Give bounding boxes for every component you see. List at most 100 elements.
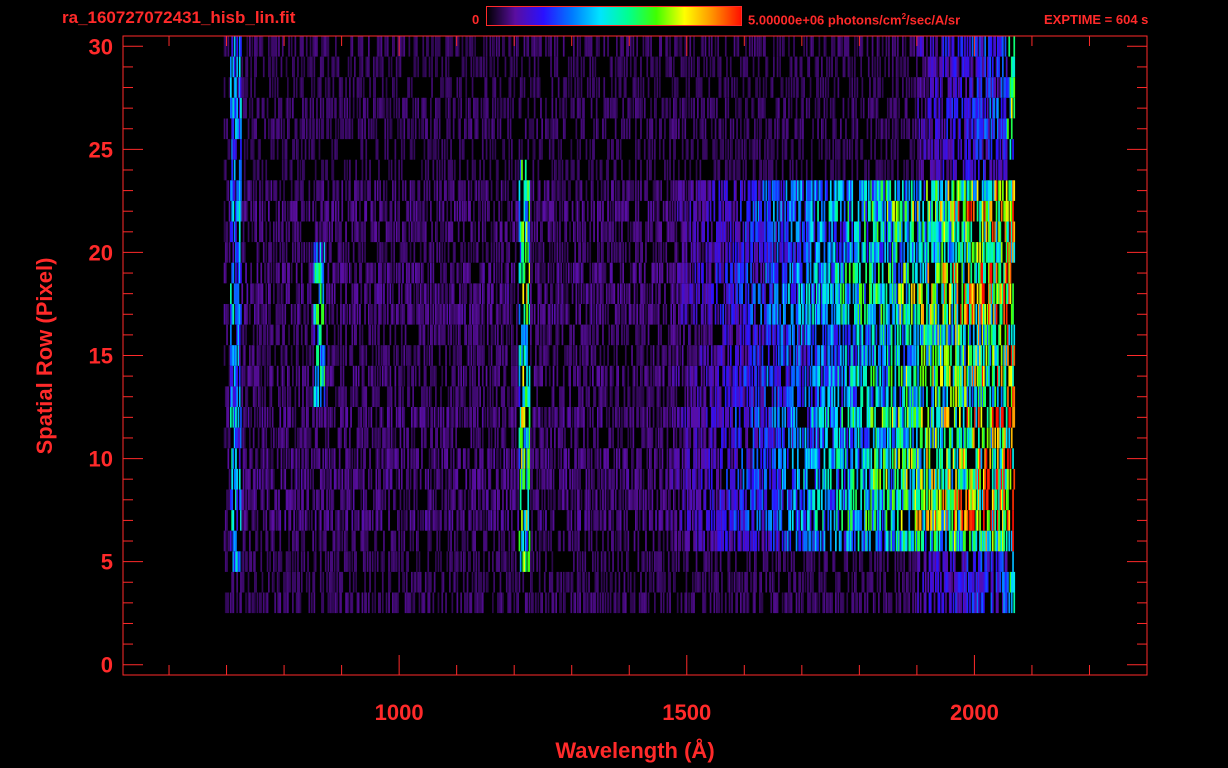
heatmap-cell (976, 468, 979, 490)
heatmap-cell (1005, 427, 1008, 449)
heatmap-cell (676, 468, 679, 490)
heatmap-cell (268, 489, 270, 511)
heatmap-cell (659, 427, 661, 449)
heatmap-cell (935, 365, 937, 387)
heatmap-cell (671, 551, 674, 572)
heatmap-cell (888, 592, 890, 614)
heatmap-cell (384, 345, 387, 366)
heatmap-cell (959, 365, 961, 387)
heatmap-cell (675, 551, 678, 572)
heatmap-cell (755, 551, 757, 572)
heatmap-cell (237, 345, 240, 366)
heatmap-cell (933, 324, 936, 346)
heatmap-cell (854, 365, 856, 387)
heatmap-cell (455, 468, 457, 490)
heatmap-cell (848, 510, 851, 531)
heatmap-cell (997, 407, 999, 428)
heatmap-cell (933, 592, 936, 614)
heatmap-cell (941, 407, 943, 428)
heatmap-cell (648, 407, 651, 428)
heatmap-cell (628, 304, 631, 325)
heatmap-cell (440, 386, 442, 407)
heatmap-cell (988, 530, 990, 552)
heatmap-cell (390, 407, 393, 428)
heatmap-cell (511, 468, 513, 490)
heatmap-cell (294, 427, 297, 449)
heatmap-cell (551, 592, 554, 614)
heatmap-cell (754, 468, 756, 490)
heatmap-cell (629, 304, 632, 325)
heatmap-cell (883, 324, 885, 346)
heatmap-cell (424, 304, 427, 325)
heatmap-cell (972, 489, 975, 511)
heatmap-cell (567, 448, 570, 469)
heatmap-cell (459, 489, 461, 511)
heatmap-cell (538, 427, 541, 449)
heatmap-cell (894, 386, 897, 407)
heatmap-cell (851, 468, 854, 490)
heatmap-cell (769, 427, 771, 449)
heatmap-cell (449, 468, 451, 490)
heatmap-cell (778, 551, 780, 572)
heatmap-cell (807, 551, 809, 572)
heatmap-cell (497, 448, 499, 469)
heatmap-cell (919, 324, 922, 346)
heatmap-cell (670, 468, 673, 490)
heatmap-cell (726, 530, 728, 552)
heatmap-cell (579, 551, 581, 572)
heatmap-cell (395, 304, 398, 325)
heatmap-cell (831, 448, 833, 469)
heatmap-cell (275, 324, 278, 346)
heatmap-cell (289, 510, 292, 531)
heatmap-cell (378, 427, 380, 449)
heatmap-cell (773, 530, 775, 552)
heatmap-cell (456, 510, 459, 531)
heatmap-cell (330, 510, 332, 531)
heatmap-cell (368, 304, 370, 325)
heatmap-cell (416, 407, 418, 428)
heatmap-cell (381, 365, 384, 387)
heatmap-cell (266, 345, 269, 366)
heatmap-cell (1000, 365, 1003, 387)
heatmap-cell (390, 448, 393, 469)
heatmap-cell (564, 468, 566, 490)
heatmap-cell (926, 510, 928, 531)
heatmap-cell (874, 489, 876, 511)
heatmap-cell (608, 551, 611, 572)
heatmap-cell (586, 407, 589, 428)
heatmap-cell (688, 448, 690, 469)
heatmap-cell (671, 530, 674, 552)
heatmap-cell (964, 324, 966, 346)
heatmap-cell (411, 304, 413, 325)
heatmap-cell (284, 571, 287, 593)
heatmap-cell (556, 345, 559, 366)
heatmap-cell (833, 551, 836, 572)
heatmap-cell (952, 448, 955, 469)
heatmap-cell (775, 592, 778, 614)
heatmap-cell (498, 365, 500, 387)
heatmap-cell (693, 489, 695, 511)
heatmap-cell (508, 571, 511, 593)
heatmap-cell (700, 448, 703, 469)
heatmap-cell (983, 530, 985, 552)
heatmap-cell (707, 510, 709, 531)
heatmap-cell (774, 592, 776, 614)
heatmap-cell (336, 530, 338, 552)
heatmap-cell (841, 468, 843, 490)
heatmap-cell (307, 551, 309, 572)
heatmap-cell (352, 304, 355, 325)
heatmap-cell (832, 551, 835, 572)
heatmap-cell (817, 386, 819, 407)
heatmap-cell (432, 365, 435, 387)
heatmap-cell (232, 592, 235, 614)
heatmap-cell (894, 571, 897, 593)
heatmap-cell (718, 489, 721, 511)
heatmap-cell (699, 345, 702, 366)
heatmap-cell (923, 468, 926, 490)
heatmap-cell (252, 345, 255, 366)
heatmap-cell (741, 510, 743, 531)
heatmap-cell (978, 386, 980, 407)
heatmap-cell (756, 324, 759, 346)
heatmap-cell (480, 571, 483, 593)
heatmap-cell (266, 324, 269, 346)
